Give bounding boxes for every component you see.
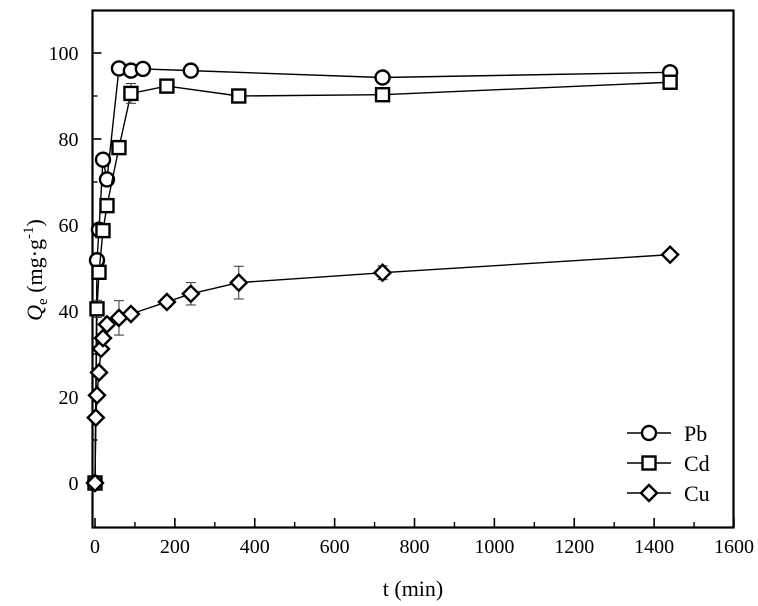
series-cu (85, 244, 680, 493)
diamond-marker (181, 284, 201, 304)
diamond-marker (97, 314, 117, 335)
x-tick-label: 1400 (634, 536, 674, 558)
legend-label: Cd (684, 451, 710, 476)
diamond-marker (157, 292, 177, 312)
square-marker (374, 87, 391, 103)
diamond-icon (639, 483, 659, 503)
x-tick-label: 0 (90, 536, 100, 558)
circle-marker (98, 171, 116, 188)
y-tick-label: 100 (49, 43, 79, 65)
square-marker (111, 139, 127, 156)
x-axis-ticks (94, 518, 735, 527)
x-tick-label: 600 (320, 536, 350, 558)
circle-icon (640, 424, 658, 442)
legend-label: Pb (684, 421, 707, 446)
x-tick-label: 200 (160, 536, 190, 558)
diamond-marker (93, 328, 113, 348)
square-icon (641, 455, 657, 471)
diamond-marker (372, 263, 393, 283)
data-series (85, 60, 680, 493)
square-marker (95, 222, 111, 239)
y-axis-title-units-close: ) (22, 219, 47, 226)
legend-item-cu: Cu (627, 481, 710, 506)
circle-marker (182, 62, 200, 79)
square-marker (123, 85, 139, 102)
y-tick-label: 20 (59, 387, 79, 409)
diamond-marker (85, 473, 105, 493)
x-axis-tick-labels: 0 200 400 600 800 1000 1200 1400 1600 (90, 536, 754, 558)
y-tick-label: 60 (59, 215, 79, 237)
legend-item-cd: Cd (627, 451, 710, 476)
svg-text:Qe (mg·g-1): Qe (mg·g-1) (21, 219, 51, 321)
square-marker (99, 197, 115, 214)
square-marker (91, 264, 107, 280)
diamond-marker (121, 304, 141, 324)
x-tick-label: 1200 (554, 536, 594, 558)
y-axis-title-units: (mg·g (22, 239, 47, 293)
plot-frame (91, 9, 735, 529)
diamond-marker (89, 362, 109, 383)
square-marker (89, 301, 105, 317)
y-tick-label: 0 (69, 473, 79, 495)
circle-marker (134, 60, 152, 78)
circle-marker (374, 69, 391, 86)
legend: Pb Cd Cu (627, 421, 710, 506)
y-axis-tick-labels: 0 20 40 60 80 100 (49, 43, 79, 495)
diamond-marker (87, 385, 107, 405)
square-marker (231, 88, 247, 104)
y-axis-title-units-superscript: -1 (21, 227, 37, 240)
square-marker (662, 74, 678, 90)
square-marker (159, 78, 175, 94)
y-axis-title: Qe (mg·g-1) (21, 219, 51, 321)
y-axis-title-subscript: e (35, 298, 51, 305)
y-tick-label: 80 (59, 129, 79, 151)
x-tick-label: 1600 (714, 536, 754, 558)
diamond-marker (229, 272, 249, 293)
circle-marker (94, 151, 112, 168)
x-tick-label: 1000 (474, 536, 514, 558)
y-tick-label: 40 (59, 301, 79, 323)
series-cd (87, 74, 678, 491)
y-axis-title-symbol: Q (22, 305, 47, 321)
diamond-marker (86, 407, 106, 428)
legend-label: Cu (684, 481, 710, 506)
series-pb (86, 60, 679, 492)
x-axis-title: t (min) (383, 576, 444, 601)
x-tick-label: 800 (400, 536, 430, 558)
x-tick-label: 400 (240, 536, 270, 558)
diamond-marker (660, 244, 680, 265)
legend-item-pb: Pb (627, 421, 707, 446)
